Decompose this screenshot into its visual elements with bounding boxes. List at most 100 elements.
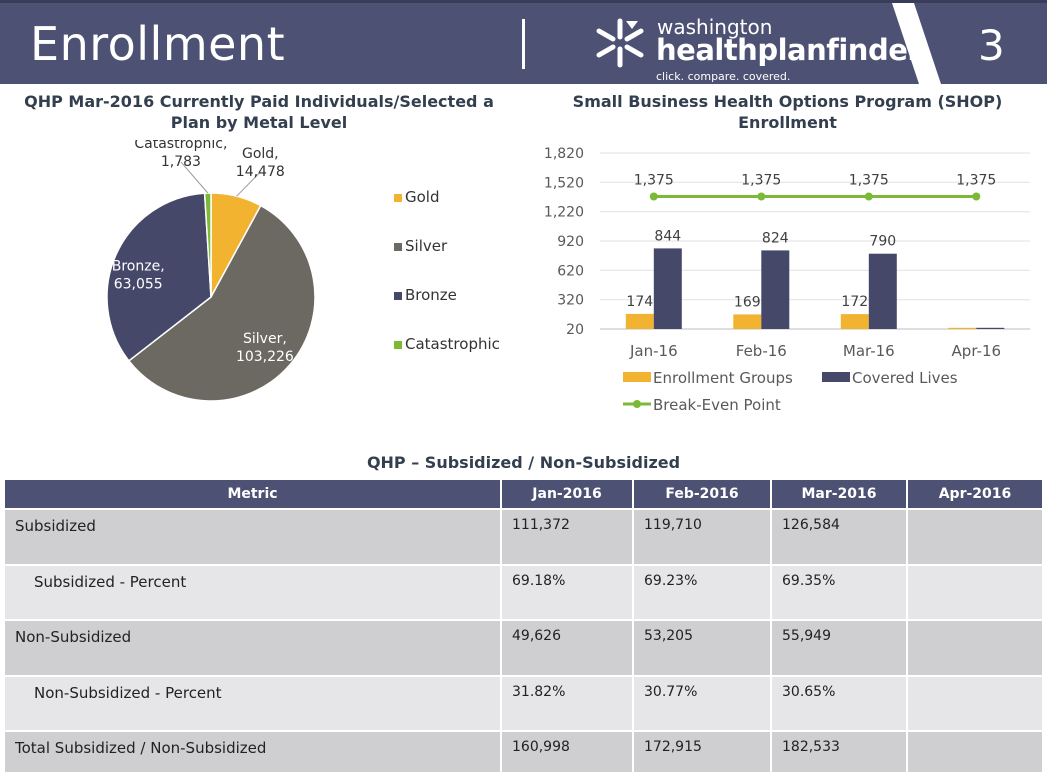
value-cell: 69.35% bbox=[771, 563, 908, 620]
value-cell bbox=[907, 674, 1042, 731]
bar-data-label-enrollment-groups: 172 bbox=[841, 294, 868, 310]
legend-swatch-silver bbox=[394, 243, 402, 251]
line-point-break-even-point bbox=[972, 192, 981, 201]
value-cell: 119,710 bbox=[633, 508, 772, 565]
y-tick-label: 920 bbox=[557, 234, 584, 250]
page-number: 3 bbox=[978, 21, 1005, 70]
y-tick-label: 1,820 bbox=[544, 146, 584, 162]
line-data-label: 1,375 bbox=[741, 173, 781, 189]
line-data-label: 1,375 bbox=[634, 173, 674, 189]
y-tick-label: 320 bbox=[557, 293, 584, 309]
bar-covered-lives-apr-16 bbox=[976, 327, 1005, 329]
column-header-jan: Jan-2016 bbox=[501, 480, 634, 509]
legend-swatch-covered-lives bbox=[822, 372, 850, 382]
value-cell: 69.18% bbox=[501, 563, 634, 620]
value-cell: 49,626 bbox=[501, 619, 634, 676]
pie-slice-catastrophic bbox=[203, 192, 212, 298]
bar-enrollment-groups-mar-16 bbox=[840, 314, 869, 329]
table-title: QHP – Subsidized / Non-Subsidized bbox=[366, 453, 681, 472]
bar-data-label-covered-lives: 824 bbox=[762, 230, 789, 246]
line-point-break-even-point bbox=[864, 192, 873, 201]
shop-enrollment-chart: 1,820 1,520 1,220 920 620 320 20 174 844 Jan-16 16… bbox=[544, 146, 1030, 414]
bar-covered-lives-feb-16 bbox=[761, 250, 790, 329]
value-cell: 30.65% bbox=[771, 674, 908, 731]
value-cell: 160,998 bbox=[501, 730, 634, 772]
value-cell bbox=[907, 730, 1042, 772]
column-header-apr: Apr-2016 bbox=[907, 480, 1042, 509]
bar-data-label-covered-lives: 790 bbox=[869, 234, 896, 250]
value-cell: 53,205 bbox=[633, 619, 772, 676]
table-row: Total Subsidized / Non-Subsidized 160,99… bbox=[5, 730, 1042, 772]
column-header-mar: Mar-2016 bbox=[771, 480, 908, 509]
line-point-break-even-point bbox=[757, 192, 766, 201]
y-tick-label: 1,520 bbox=[544, 175, 584, 191]
legend-marker-break-even-point bbox=[633, 400, 641, 408]
line-point-break-even-point bbox=[649, 192, 658, 201]
legend-label-gold: Gold bbox=[405, 188, 440, 206]
x-tick-label: Apr-16 bbox=[952, 342, 1002, 360]
value-cell: 126,584 bbox=[771, 508, 908, 565]
pie-data-label-gold: Gold, 14,478 bbox=[236, 146, 285, 180]
metal-level-pie-chart: Gold, 14,478 Silver, 103,226 Bronze, 63,055 Ca… bbox=[106, 140, 500, 402]
pie-slice-bronze bbox=[106, 192, 212, 362]
column-header-feb: Feb-2016 bbox=[633, 480, 772, 509]
table-row: Subsidized - Percent 69.18% 69.23% 69.35… bbox=[5, 563, 1042, 620]
pie-data-label-catastrophic: Catastrophic, 1,783 bbox=[134, 140, 227, 170]
metric-cell: Total Subsidized / Non-Subsidized bbox=[5, 730, 502, 772]
pie-chart-title: QHP Mar-2016 Currently Paid Individuals/… bbox=[24, 92, 494, 132]
bar-covered-lives-jan-16 bbox=[653, 248, 682, 329]
value-cell: 111,372 bbox=[501, 508, 634, 565]
bar-enrollment-groups-jan-16 bbox=[625, 313, 654, 329]
x-tick-label: Feb-16 bbox=[736, 342, 787, 360]
table-row: Subsidized 111,372 119,710 126,584 bbox=[5, 508, 1042, 565]
x-tick-label: Jan-16 bbox=[629, 342, 678, 360]
y-tick-label: 620 bbox=[557, 263, 584, 279]
metric-cell: Subsidized bbox=[5, 508, 502, 565]
pie-data-label-bronze: Bronze, 63,055 bbox=[112, 259, 165, 293]
metric-cell: Non-Subsidized - Percent bbox=[5, 674, 502, 731]
y-tick-label: 1,220 bbox=[544, 205, 584, 221]
pie-data-label-silver: Silver, 103,226 bbox=[236, 331, 294, 365]
metric-cell: Non-Subsidized bbox=[5, 619, 502, 676]
y-tick-label: 20 bbox=[566, 322, 584, 338]
value-cell bbox=[907, 619, 1042, 676]
metric-cell: Subsidized - Percent bbox=[5, 563, 502, 620]
line-data-label: 1,375 bbox=[849, 173, 889, 189]
pie-slice-silver bbox=[127, 204, 316, 402]
legend-swatch-gold bbox=[394, 194, 402, 202]
legend-label-silver: Silver bbox=[405, 237, 448, 255]
legend-label-bronze: Bronze bbox=[405, 286, 457, 304]
pie-leader-line bbox=[180, 161, 209, 194]
table-row: Non-Subsidized 49,626 53,205 55,949 bbox=[5, 619, 1042, 676]
logo-text-top: washington bbox=[657, 15, 773, 39]
bar-enrollment-groups-apr-16 bbox=[948, 327, 977, 329]
bar-covered-lives-mar-16 bbox=[868, 253, 897, 329]
x-tick-label: Mar-16 bbox=[843, 342, 895, 360]
shop-chart-title: Small Business Health Options Program (S… bbox=[572, 92, 1003, 132]
header-divider bbox=[522, 19, 525, 69]
page-title: Enrollment bbox=[30, 17, 286, 71]
column-header-metric: Metric bbox=[5, 480, 502, 509]
legend-swatch-enrollment-groups bbox=[623, 372, 651, 382]
line-data-label: 1,375 bbox=[956, 173, 996, 189]
pie-leader-line bbox=[236, 171, 261, 197]
snowflake-logo-icon bbox=[596, 18, 644, 68]
header-banner: Enrollment washington healthplanfinder c… bbox=[0, 0, 1047, 87]
legend-label-catastrophic: Catastrophic bbox=[405, 335, 500, 353]
logo-text-main: healthplanfinder bbox=[656, 33, 922, 67]
table-row: Non-Subsidized - Percent 31.82% 30.77% 3… bbox=[5, 674, 1042, 731]
table-header-row: Metric Jan-2016 Feb-2016 Mar-2016 Apr-20… bbox=[5, 480, 1042, 509]
value-cell: 30.77% bbox=[633, 674, 772, 731]
logo-tagline: click. compare. covered. bbox=[656, 70, 791, 83]
bar-data-label-enrollment-groups: 174 bbox=[626, 294, 653, 310]
value-cell: 31.82% bbox=[501, 674, 634, 731]
header-slash-decoration bbox=[892, 3, 942, 87]
value-cell: 182,533 bbox=[771, 730, 908, 772]
bar-enrollment-groups-feb-16 bbox=[733, 314, 762, 329]
subsidized-table: Metric Jan-2016 Feb-2016 Mar-2016 Apr-20… bbox=[5, 480, 1042, 772]
value-cell: 69.23% bbox=[633, 563, 772, 620]
bar-data-label-covered-lives: 844 bbox=[654, 228, 681, 244]
legend-label-covered-lives: Covered Lives bbox=[852, 369, 958, 387]
legend-label-enrollment-groups: Enrollment Groups bbox=[653, 369, 793, 387]
bar-data-label-enrollment-groups: 169 bbox=[734, 294, 761, 310]
